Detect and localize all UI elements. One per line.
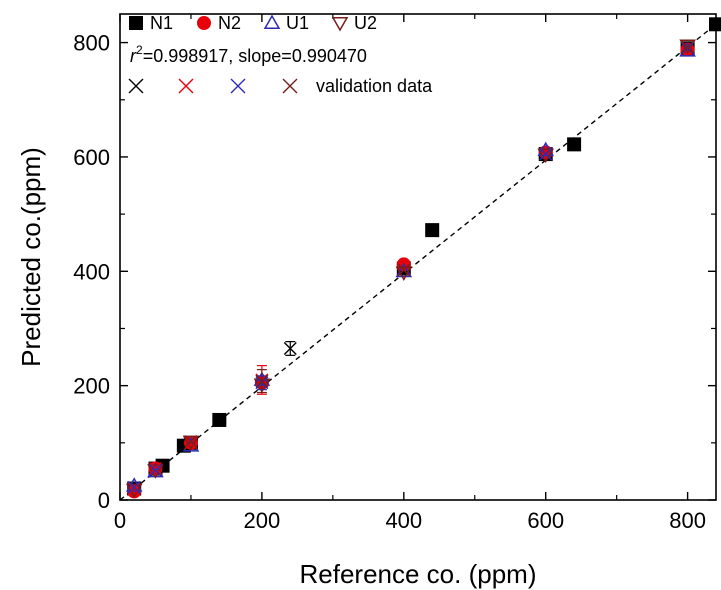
validation-point-2: [539, 147, 553, 161]
validation-point-3: [184, 435, 198, 449]
validation-point-2: [681, 41, 695, 55]
y-axis-title: Predicted co.(ppm): [16, 147, 46, 367]
stats-prefix: r: [130, 46, 137, 66]
data-point-u1: [395, 262, 413, 278]
x-tick-label: 800: [669, 508, 706, 533]
validation-point-3: [255, 374, 269, 388]
validation-point-2: [148, 463, 162, 477]
y-tick-label: 600: [73, 145, 110, 170]
data-point-n1: [709, 17, 721, 32]
x-tick-label: 600: [527, 508, 564, 533]
data-point-u2: [679, 39, 696, 54]
x-tick-label: 400: [385, 508, 422, 533]
y-tick-label: 400: [73, 259, 110, 284]
legend-validation-label: validation data: [316, 76, 433, 96]
points-layer: [125, 17, 721, 499]
legend-validation-marker: [230, 78, 246, 94]
x-tick-label: 0: [114, 508, 126, 533]
stats-exp: 2: [136, 43, 143, 57]
legend-marker-u2: [331, 17, 349, 32]
data-point-n1: [212, 412, 227, 427]
ticks-layer: 0 200 400 600 800 0 200 400 600 800: [73, 14, 716, 533]
legend-marker-u1: [263, 14, 281, 29]
y-tick-label: 800: [73, 31, 110, 56]
validation-point-0: [283, 341, 297, 355]
plot-frame: [119, 13, 717, 501]
legend-stats: r2=0.998917, slope=0.990470: [130, 43, 367, 66]
validation-point-1: [127, 482, 141, 496]
legend-validation-marker: [282, 78, 298, 94]
data-point-n1: [567, 137, 582, 152]
validation-point-2: [127, 480, 141, 494]
legend-label-u1: U1: [286, 13, 309, 33]
y-tick-label: 0: [98, 488, 110, 513]
stats-text: =0.998917, slope=0.990470: [143, 46, 367, 66]
y-tick-label: 200: [73, 374, 110, 399]
data-point-u2: [182, 435, 200, 451]
legend-label-n1: N1: [150, 13, 173, 33]
x-axis-title: Reference co. (ppm): [300, 559, 537, 589]
legend-validation-marker: [178, 78, 194, 94]
validation-point-3: [397, 263, 411, 277]
validation-point-3: [681, 40, 695, 54]
legend: r2=0.998917, slope=0.990470 validation d…: [128, 13, 433, 96]
validation-point-1: [148, 462, 162, 476]
legend-label-n2: N2: [218, 13, 241, 33]
legend-marker-n1: [129, 16, 143, 30]
legend-marker-n2: [197, 16, 211, 30]
validation-point-1: [184, 436, 198, 450]
legend-validation-marker: [128, 78, 144, 94]
data-point-n1: [425, 223, 440, 238]
data-point-u2: [537, 148, 555, 164]
legend-label-u2: U2: [354, 13, 377, 33]
x-tick-label: 200: [244, 508, 281, 533]
